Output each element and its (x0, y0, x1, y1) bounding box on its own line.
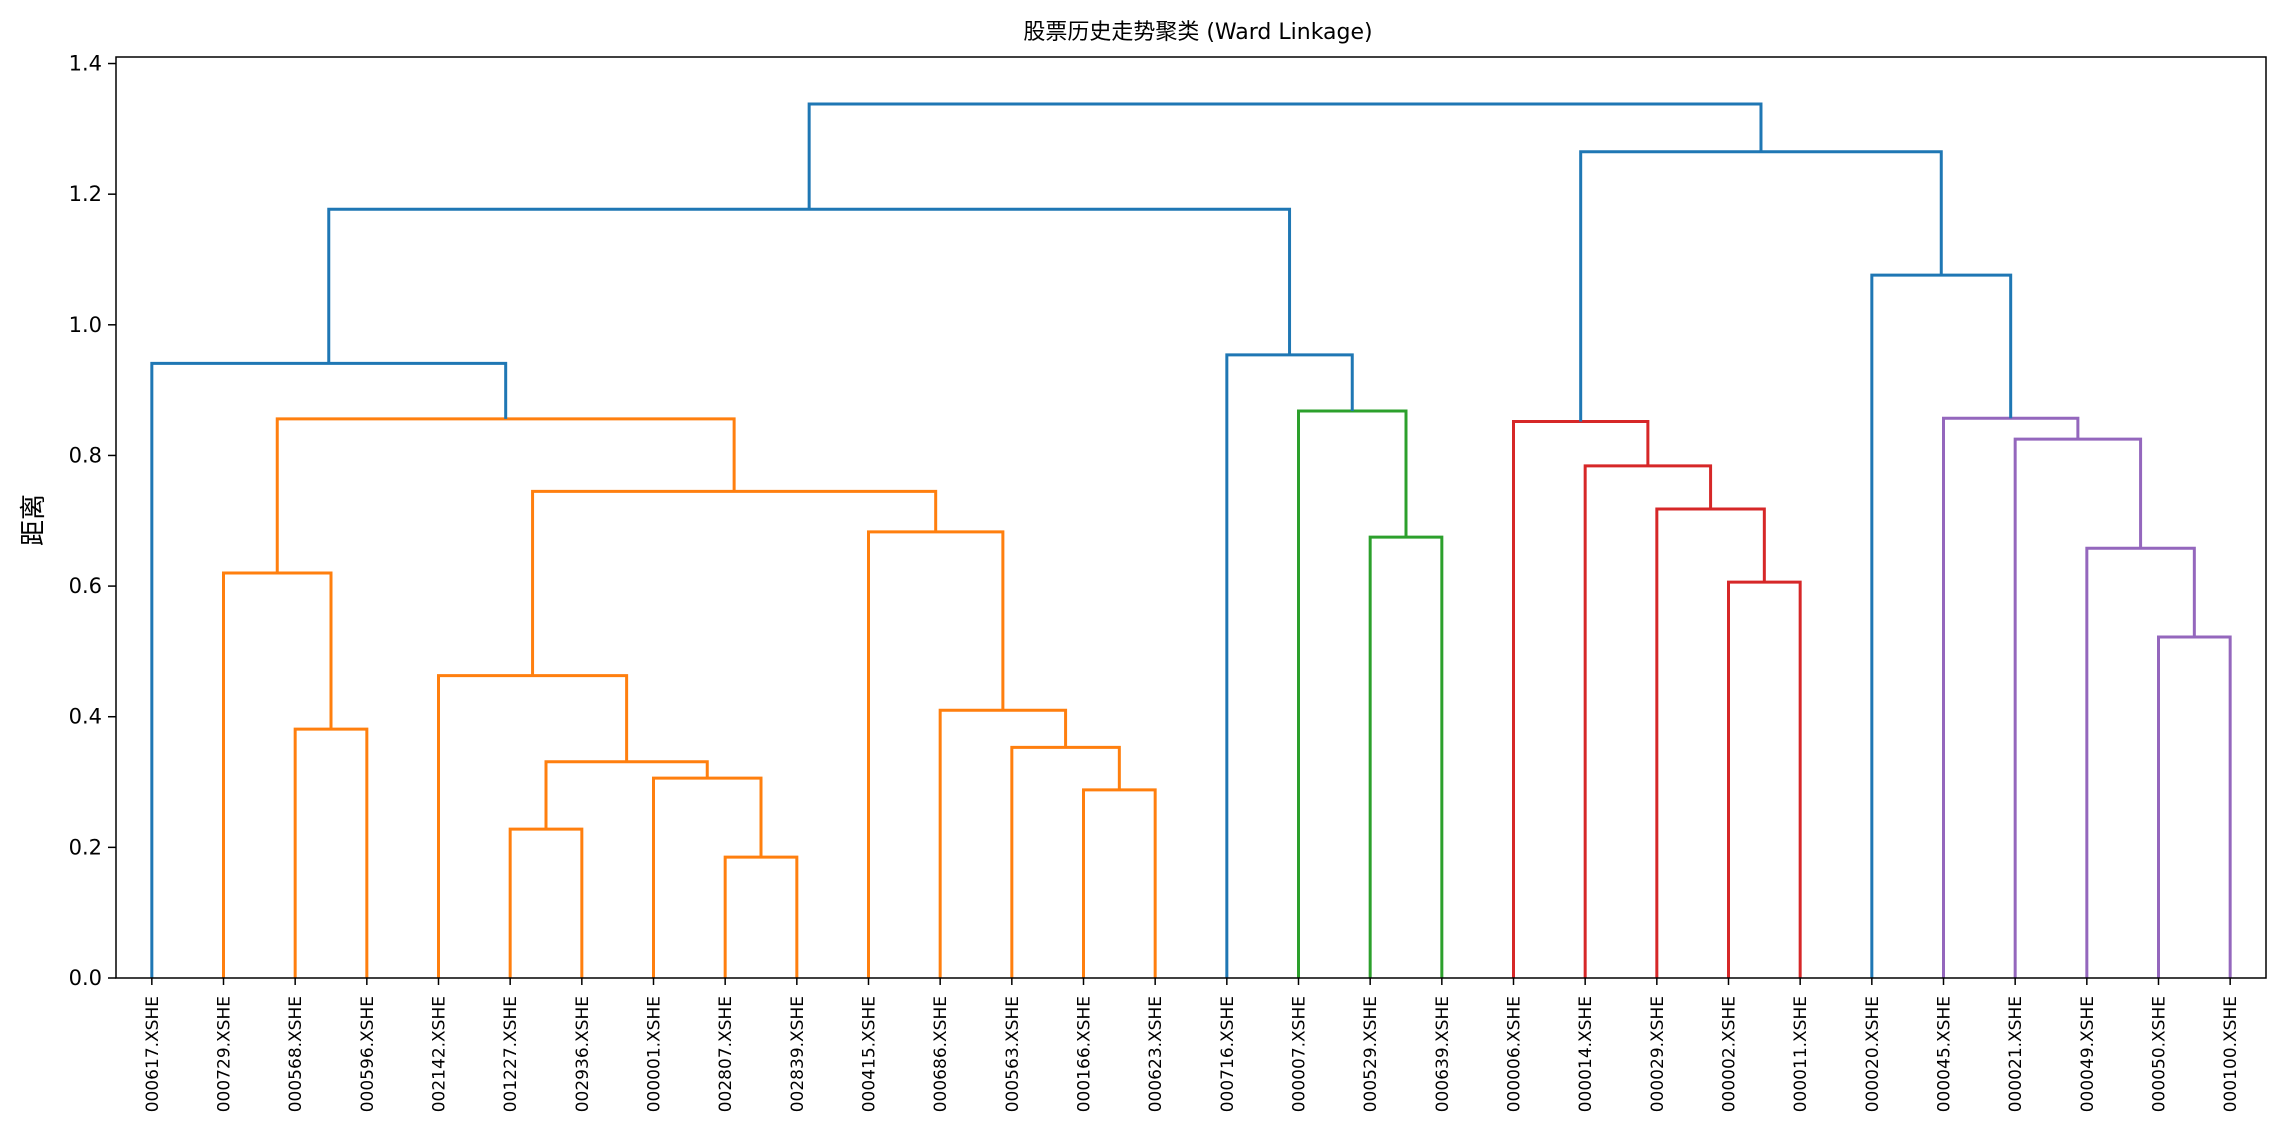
dendrogram-link-13 (1368, 535, 1444, 978)
x-leaf-label: 000050.XSHE (2150, 996, 2170, 1112)
y-tick-label: 0.6 (69, 574, 102, 598)
x-leaf-label: 002936.XSHE (573, 996, 593, 1112)
dendrogram-links (150, 102, 2232, 978)
x-leaf-label: 000007.XSHE (1290, 996, 1310, 1112)
x-leaf-label: 001227.XSHE (501, 996, 521, 1112)
x-leaf-label: 000639.XSHE (1433, 996, 1453, 1112)
x-leaf-label: 000045.XSHE (1935, 996, 1955, 1112)
x-leaf-label: 000563.XSHE (1003, 996, 1023, 1112)
dendrogram-link-24 (1225, 353, 1354, 978)
x-leaf-label: 000029.XSHE (1648, 996, 1668, 1112)
x-leaf-label: 000001.XSHE (645, 996, 665, 1112)
x-leaf-label: 000020.XSHE (1863, 996, 1883, 1112)
dendrogram-link-6 (293, 727, 369, 978)
dendrogram-link-19 (1512, 419, 1650, 978)
plot-frame (115, 56, 2267, 979)
y-tick-label: 0.0 (69, 966, 102, 990)
x-leaf-label: 000021.XSHE (2006, 996, 2026, 1112)
y-tick-label: 1.2 (69, 182, 102, 206)
dendrogram-link-17 (1583, 464, 1713, 978)
dendrogram-link-10 (1727, 580, 1802, 978)
x-leaf-label: 000166.XSHE (1075, 996, 1095, 1112)
x-axis: 000617.XSHE 000729.XSHE 000568.XSHE 000596.… (143, 978, 2241, 1112)
dendrogram-link-11 (222, 571, 333, 978)
dendrogram-link-9 (2157, 635, 2232, 978)
x-leaf-label: 002807.XSHE (716, 996, 736, 1112)
dendrogram-link-25 (1870, 273, 2013, 978)
x-leaf-label: 000006.XSHE (1505, 996, 1525, 1112)
x-leaf-label: 000617.XSHE (143, 996, 163, 1112)
dendrogram-link-4 (544, 760, 709, 830)
dendrogram-link-20 (275, 417, 736, 574)
dendrogram-link-3 (652, 776, 763, 978)
chart-title: 股票历史走势聚类 (Ward Linkage) (1023, 20, 1372, 45)
dendrogram-link-12 (2085, 546, 2196, 978)
dendrogram-link-27 (1579, 150, 1943, 422)
dendrogram-link-8 (437, 674, 629, 978)
x-leaf-label: 000623.XSHE (1146, 996, 1166, 1112)
x-leaf-label: 000568.XSHE (286, 996, 306, 1112)
x-leaf-label: 000415.XSHE (860, 996, 880, 1112)
x-leaf-label: 000011.XSHE (1791, 996, 1811, 1112)
dendrogram-link-16 (531, 489, 938, 676)
x-leaf-label: 000100.XSHE (2221, 996, 2241, 1112)
dendrogram-link-23 (150, 361, 508, 978)
x-leaf-label: 000529.XSHE (1361, 996, 1381, 1112)
x-leaf-label: 000014.XSHE (1576, 996, 1596, 1112)
x-leaf-label: 002142.XSHE (430, 996, 450, 1112)
dendrogram-link-1 (508, 827, 584, 978)
dendrogram-link-2 (1082, 788, 1157, 978)
y-axis-label: 距离 (19, 494, 49, 546)
dendrogram-link-14 (867, 530, 1005, 978)
x-leaf-label: 000002.XSHE (1720, 996, 1740, 1112)
x-leaf-label: 000686.XSHE (931, 996, 951, 1112)
dendrogram-link-22 (1297, 409, 1408, 978)
dendrogram-link-0 (723, 855, 799, 978)
dendrogram-link-26 (327, 207, 1292, 364)
dendrogram-link-15 (1655, 507, 1766, 978)
y-tick-label: 0.8 (69, 443, 102, 467)
dendrogram-link-21 (1942, 416, 2080, 978)
y-tick-label: 0.2 (69, 835, 102, 859)
dendrogram-link-18 (2013, 437, 2143, 978)
x-leaf-label: 002839.XSHE (788, 996, 808, 1112)
x-leaf-label: 000596.XSHE (358, 996, 378, 1112)
y-tick-label: 0.4 (69, 705, 102, 729)
y-tick-label: 1.4 (69, 52, 102, 76)
x-leaf-label: 000729.XSHE (215, 996, 235, 1112)
y-axis: 0.0 0.2 0.4 0.6 0.8 1.0 1.2 1.4 (69, 52, 116, 990)
y-tick-label: 1.0 (69, 313, 102, 337)
x-leaf-label: 000716.XSHE (1218, 996, 1238, 1112)
dendrogram-link-28 (807, 102, 1763, 210)
dendrogram-link-5 (1010, 745, 1121, 978)
dendrogram-link-7 (938, 708, 1068, 978)
x-leaf-label: 000049.XSHE (2078, 996, 2098, 1112)
